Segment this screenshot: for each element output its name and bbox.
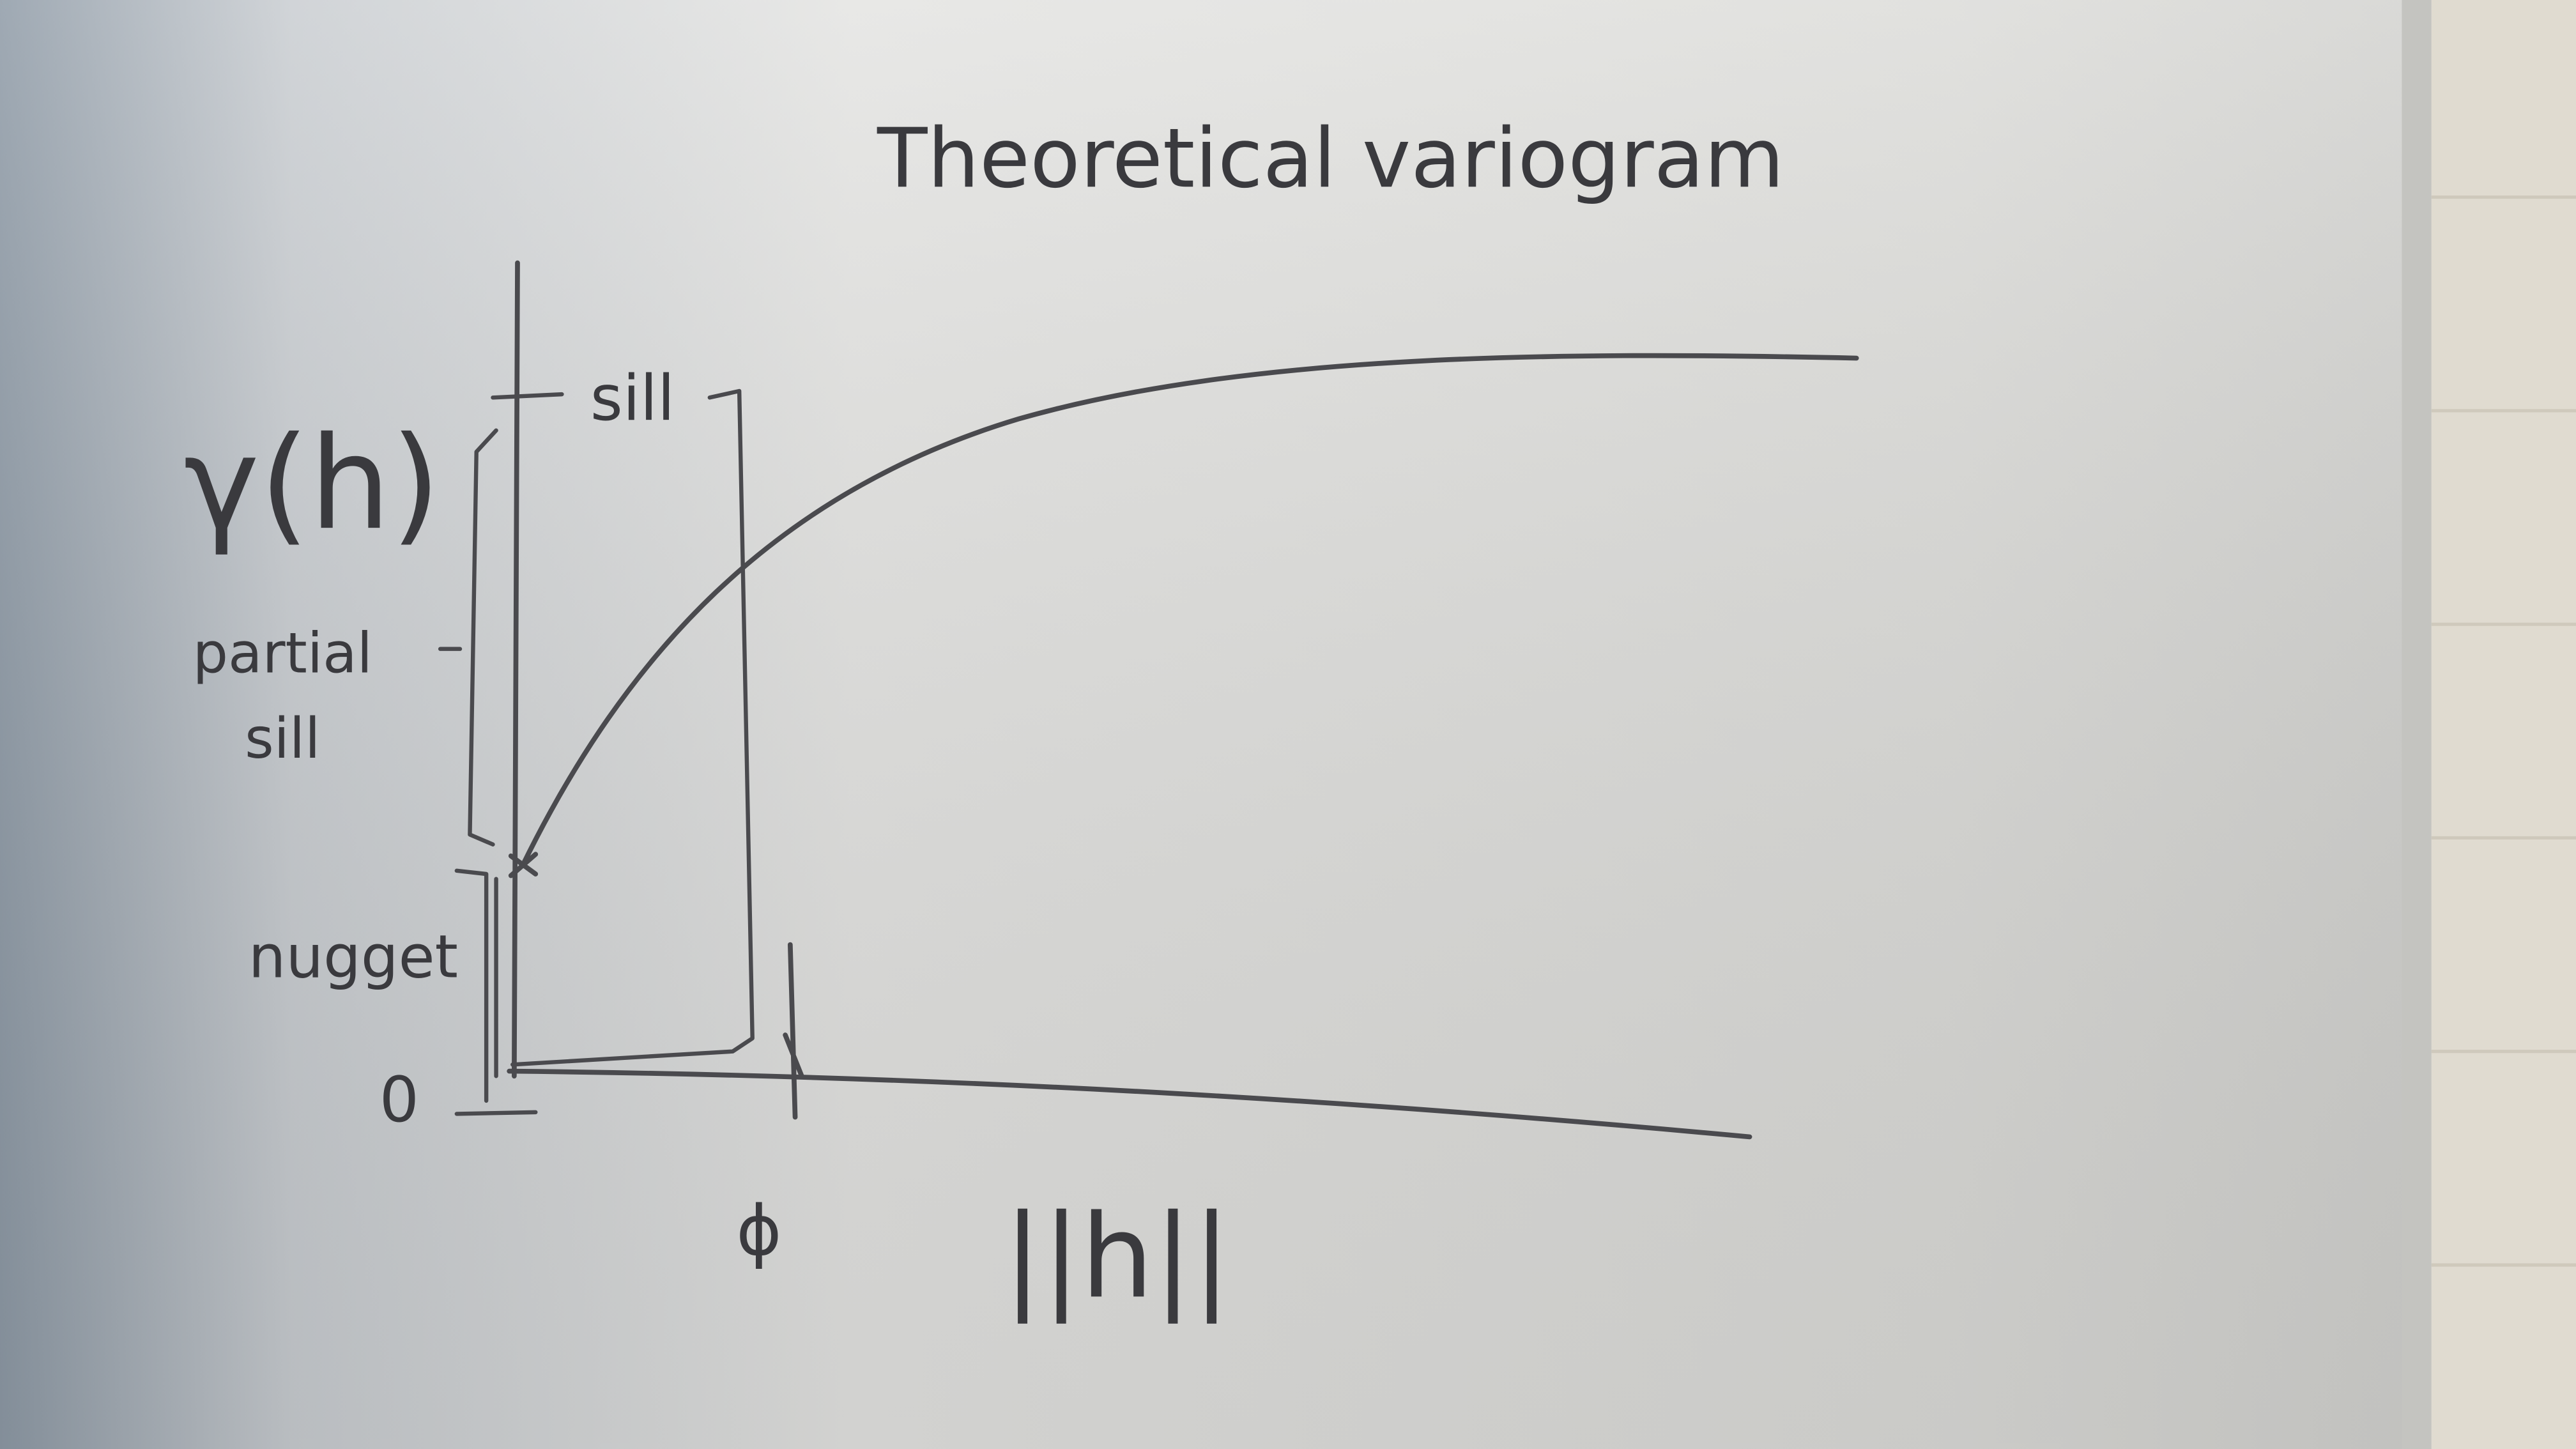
origin-tick: [454, 1110, 538, 1116]
x-axis-label: ||h||: [1003, 1190, 1231, 1324]
board-frame: [2402, 0, 2432, 1449]
nugget-point: [508, 852, 539, 878]
y-axis-label: γ(h): [183, 410, 440, 558]
sill-label: sill: [590, 362, 675, 435]
y-axis: [512, 260, 520, 1079]
board-shading: [0, 0, 2432, 1449]
variogram-curve: [519, 353, 1859, 869]
sill-tick: [491, 392, 564, 400]
sill-bracket: [510, 388, 755, 1067]
wall: [2431, 0, 2576, 1449]
x-axis: [507, 1068, 1752, 1140]
nugget-bracket: [454, 868, 498, 1103]
partial-sill-bracket: [438, 428, 498, 847]
wall-bricks: [2431, 195, 2576, 1267]
partial-sill-label: sill: [245, 706, 320, 771]
title: Theoretical variogram: [877, 111, 1784, 206]
nugget-label: nugget: [249, 923, 458, 992]
partial-sill-label: partial: [193, 620, 372, 686]
range-label: ϕ: [736, 1191, 781, 1271]
origin-label: 0: [379, 1064, 419, 1137]
range-tick: [783, 942, 804, 1120]
